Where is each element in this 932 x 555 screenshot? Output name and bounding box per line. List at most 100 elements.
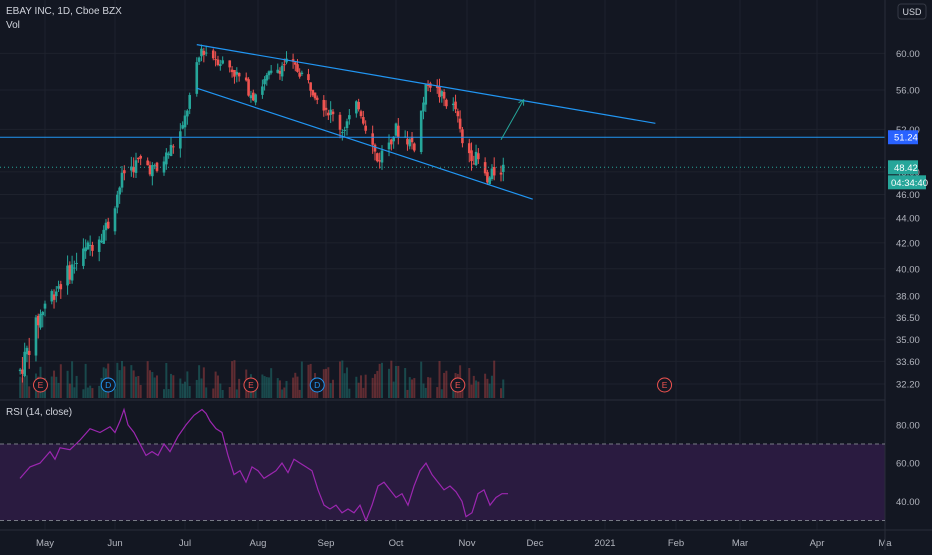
candle-body — [324, 107, 328, 110]
rsi-legend[interactable]: RSI (14, close) — [6, 407, 73, 418]
candle-body — [442, 92, 446, 99]
volume-bar — [348, 388, 351, 398]
volume-bar — [420, 361, 423, 398]
volume-bar — [395, 366, 397, 398]
candle-body — [486, 172, 489, 183]
currency-badge[interactable] — [897, 3, 927, 20]
candle-body — [329, 109, 332, 115]
candle-body — [181, 125, 184, 129]
volume-bar — [151, 372, 154, 398]
candle-body — [75, 262, 78, 264]
volume-bar — [170, 373, 172, 398]
candle-body — [200, 48, 203, 57]
candle-body — [474, 151, 478, 166]
volume-bar — [502, 379, 505, 398]
candle-body — [68, 265, 72, 280]
candle-body — [82, 248, 85, 266]
candle-body — [106, 221, 110, 229]
channel-trendline[interactable] — [196, 87, 533, 200]
time-tick-label: Jun — [107, 538, 122, 549]
candle-body — [438, 86, 441, 98]
volume-bar — [53, 370, 56, 398]
volume-bar — [300, 361, 303, 398]
candle-body — [300, 72, 304, 75]
time-tick-label: Sep — [318, 538, 335, 549]
candle-body — [34, 317, 38, 356]
candle-body — [298, 72, 301, 77]
projection-arrow[interactable] — [500, 99, 525, 140]
candle-body — [97, 239, 101, 252]
candle-body — [373, 144, 377, 152]
volume-bar — [360, 375, 362, 398]
candle-body — [477, 153, 480, 160]
volume-bar — [98, 385, 101, 398]
price-tick-label: 56.00 — [896, 86, 920, 97]
volume-bar — [429, 377, 432, 398]
candle-body — [267, 71, 271, 76]
channel-trendline[interactable] — [196, 44, 656, 124]
volume-bar — [307, 364, 310, 398]
symbol-legend[interactable]: EBAY INC, 1D, Cboe BZX — [6, 6, 122, 17]
candle-body — [155, 162, 159, 171]
volume-bar — [219, 383, 222, 398]
volume-bar — [221, 389, 224, 398]
volume-bar — [472, 375, 475, 398]
candle-body — [247, 79, 250, 96]
time-tick-label: May — [36, 538, 54, 549]
candle-body — [362, 117, 365, 124]
volume-bar — [329, 383, 332, 398]
volume-bar — [156, 375, 158, 398]
candle-body — [483, 162, 487, 174]
candle-body — [499, 172, 503, 175]
candle-body — [54, 291, 58, 297]
candle-body — [327, 112, 330, 116]
volume-bar — [397, 365, 400, 398]
volume-bar — [362, 387, 365, 398]
volume-bar — [381, 362, 383, 398]
earnings-marker[interactable] — [243, 377, 259, 393]
volume-bar — [486, 378, 489, 398]
volume-bar — [89, 385, 92, 398]
candle-body — [435, 85, 439, 88]
candle-body — [214, 59, 217, 61]
volume-bar — [327, 367, 330, 398]
volume-bar — [86, 387, 89, 398]
candle-body — [132, 166, 135, 173]
volume-bar — [214, 371, 217, 398]
candle-body — [394, 123, 398, 136]
volume-bar — [357, 382, 360, 398]
last-price-tag — [888, 160, 918, 175]
volume-bar — [346, 367, 348, 398]
volume-bar — [238, 378, 241, 398]
candle-body — [440, 91, 444, 97]
candle-body — [23, 351, 26, 376]
volume-bar — [179, 378, 182, 398]
earnings-marker[interactable] — [32, 377, 48, 393]
volume-bar — [261, 374, 264, 398]
volume-bar — [114, 389, 116, 398]
candle-body — [169, 144, 173, 157]
candle-body — [445, 99, 448, 107]
dividend-marker[interactable] — [309, 377, 325, 393]
volume-bar — [84, 363, 87, 398]
earnings-marker[interactable] — [450, 377, 466, 393]
candle-body — [100, 240, 103, 243]
candle-body — [276, 69, 280, 73]
candle-body — [118, 187, 121, 195]
volume-bar — [285, 380, 288, 398]
candle-body — [104, 222, 108, 231]
candle-body — [21, 369, 24, 374]
candle-body — [296, 64, 299, 72]
volume-legend[interactable]: Vol — [6, 20, 20, 31]
volume-bar — [424, 387, 427, 398]
candle-body — [73, 267, 76, 269]
rsi-tick-label: 80.00 — [896, 420, 920, 431]
earnings-marker[interactable] — [657, 377, 673, 393]
time-tick-label: Jul — [179, 538, 191, 549]
candle-body — [278, 70, 282, 74]
candle-body — [244, 77, 248, 81]
candle-body — [265, 75, 269, 81]
dividend-marker[interactable] — [100, 377, 116, 393]
